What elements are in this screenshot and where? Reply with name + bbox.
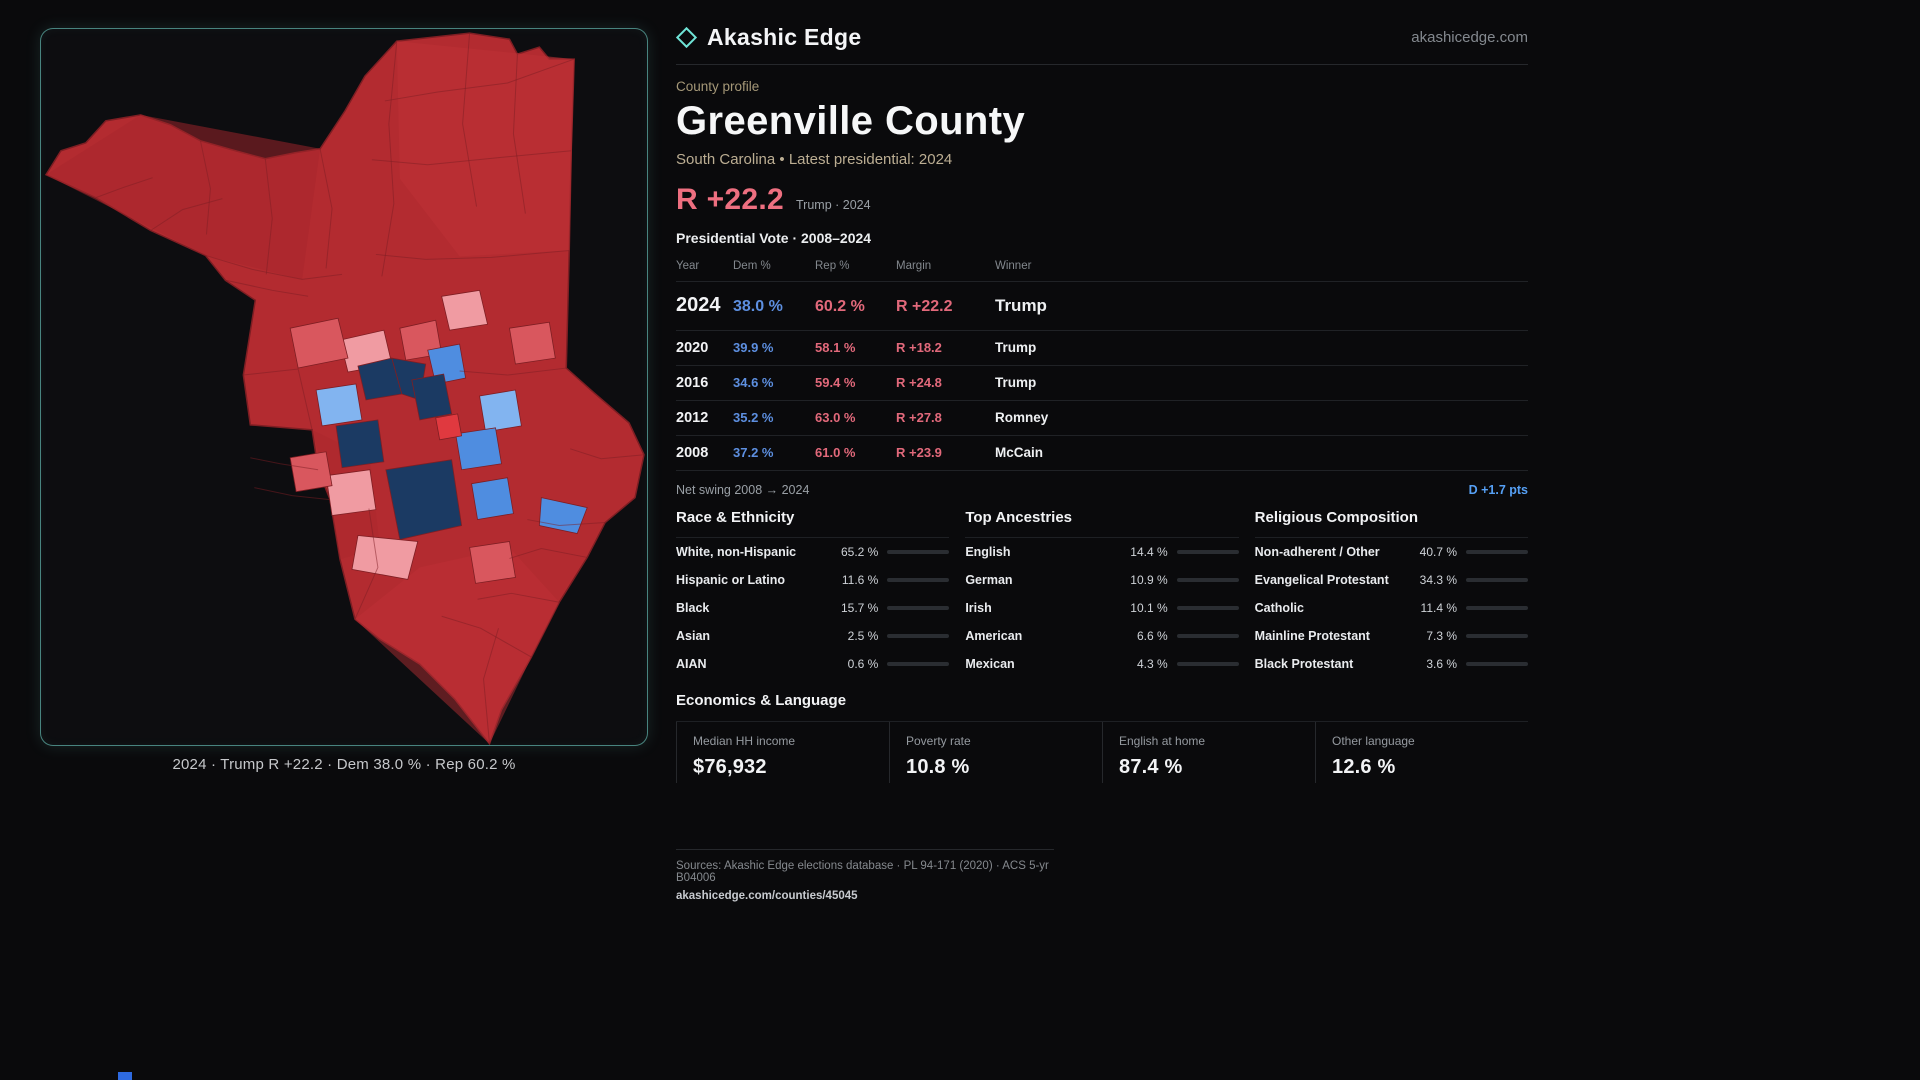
demo-row: Hispanic or Latino 11.6 % bbox=[676, 566, 950, 594]
net-swing-row: Net swing 2008 → 2024 D +1.7 pts bbox=[676, 471, 1528, 497]
demo-row: German 10.9 % bbox=[965, 566, 1239, 594]
mini-bar bbox=[1176, 634, 1239, 638]
county-profile-panel: Akashic Edge akashicedge.com County prof… bbox=[675, 24, 1528, 902]
ancestries-column: Top Ancestries English 14.4 % German 10.… bbox=[965, 509, 1239, 678]
demographics-section: Race & Ethnicity White, non-Hispanic 65.… bbox=[676, 509, 1528, 678]
brand-name: Akashic Edge bbox=[707, 24, 862, 50]
religion-column: Religious Composition Non-adherent / Oth… bbox=[1254, 509, 1528, 678]
margin-headline-note: Trump · 2024 bbox=[796, 198, 871, 212]
race-ethnicity-column: Race & Ethnicity White, non-Hispanic 65.… bbox=[676, 509, 950, 678]
map-caption: 2024 · Trump R +22.2 · Dem 38.0 % · Rep … bbox=[172, 756, 516, 773]
stat-median-income: Median HH income $76,932 bbox=[676, 722, 889, 783]
vote-row-2012: 2012 35.2 % 63.0 % R +27.8 Romney bbox=[676, 401, 1528, 436]
header: Akashic Edge akashicedge.com bbox=[675, 24, 1528, 65]
kicker: County profile bbox=[676, 79, 760, 94]
mini-bar bbox=[887, 606, 950, 610]
mini-bar bbox=[1176, 550, 1239, 554]
col-dem: Dem % bbox=[733, 260, 771, 272]
col-year: Year bbox=[676, 260, 700, 272]
permalink-link[interactable]: akashicedge.com/counties/45045 bbox=[676, 890, 858, 902]
mini-bar bbox=[1176, 606, 1239, 610]
stat-other-language: Other language 12.6 % bbox=[1315, 722, 1528, 783]
economics-title: Economics & Language bbox=[676, 692, 847, 709]
vote-row-2020: 2020 39.9 % 58.1 % R +18.2 Trump bbox=[676, 331, 1528, 366]
sources-note: Sources: Akashic Edge elections database… bbox=[676, 860, 1049, 884]
vote-row-2008: 2008 37.2 % 61.0 % R +23.9 McCain bbox=[676, 436, 1528, 471]
demo-row: White, non-Hispanic 65.2 % bbox=[676, 538, 950, 566]
brand[interactable]: Akashic Edge bbox=[675, 24, 862, 51]
footer: Sources: Akashic Edge elections database… bbox=[676, 849, 1054, 902]
margin-headline-row: R +22.2 Trump · 2024 bbox=[676, 183, 1528, 217]
stat-english-at-home: English at home 87.4 % bbox=[1102, 722, 1315, 783]
county-map-card[interactable] bbox=[40, 28, 648, 746]
vote-table-header: Year Dem % Rep % Margin Winner bbox=[676, 254, 1528, 282]
economics-stats: Median HH income $76,932 Poverty rate 10… bbox=[676, 721, 1528, 783]
mini-bar bbox=[1176, 662, 1239, 666]
mini-bar bbox=[1466, 634, 1528, 638]
diamond-logo-icon bbox=[675, 26, 698, 49]
precincts-red bbox=[45, 41, 575, 744]
demo-row: Evangelical Protestant 34.3 % bbox=[1255, 566, 1528, 594]
mini-bar bbox=[1466, 606, 1528, 610]
bottom-blue-strip bbox=[118, 1072, 132, 1080]
col-margin: Margin bbox=[896, 260, 932, 272]
mini-bar bbox=[887, 578, 950, 582]
margin-headline: R +22.2 bbox=[676, 183, 785, 216]
site-domain-link[interactable]: akashicedge.com bbox=[1411, 29, 1528, 46]
page-subtitle: South Carolina • Latest presidential: 20… bbox=[676, 151, 953, 168]
page-title: Greenville County bbox=[676, 99, 1026, 143]
race-ethnicity-title: Race & Ethnicity bbox=[676, 509, 950, 538]
demo-row: Mainline Protestant 7.3 % bbox=[1255, 622, 1528, 650]
precinct-borders bbox=[95, 33, 645, 744]
demo-row: American 6.6 % bbox=[965, 622, 1239, 650]
mini-bar bbox=[1466, 578, 1528, 582]
mini-bar bbox=[1466, 662, 1528, 666]
vote-row-2016: 2016 34.6 % 59.4 % R +24.8 Trump bbox=[676, 366, 1528, 401]
religion-title: Religious Composition bbox=[1254, 509, 1528, 538]
demo-row: English 14.4 % bbox=[965, 538, 1239, 566]
mini-bar bbox=[1176, 578, 1239, 582]
ancestries-title: Top Ancestries bbox=[965, 509, 1239, 538]
county-choropleth-map[interactable] bbox=[41, 29, 647, 745]
mini-bar bbox=[887, 662, 950, 666]
col-winner: Winner bbox=[995, 260, 1032, 272]
mini-bar bbox=[887, 634, 950, 638]
net-swing-label: Net swing 2008 → 2024 bbox=[676, 483, 810, 497]
demo-row: Asian 2.5 % bbox=[676, 622, 950, 650]
stat-poverty-rate: Poverty rate 10.8 % bbox=[889, 722, 1102, 783]
vote-table-title: Presidential Vote · 2008–2024 bbox=[676, 230, 872, 246]
demo-row: Catholic 11.4 % bbox=[1255, 594, 1528, 622]
net-swing-value: D +1.7 pts bbox=[1468, 483, 1528, 497]
vote-row-2024: 2024 38.0 % 60.2 % R +22.2 Trump bbox=[676, 282, 1528, 331]
col-rep: Rep % bbox=[815, 260, 850, 272]
demo-row: Irish 10.1 % bbox=[965, 594, 1239, 622]
mini-bar bbox=[887, 550, 950, 554]
vote-table: Year Dem % Rep % Margin Winner 2024 38.0… bbox=[676, 254, 1528, 471]
demo-row: Mexican 4.3 % bbox=[965, 650, 1239, 678]
demo-row: Non-adherent / Other 40.7 % bbox=[1255, 538, 1528, 566]
demo-row: Black 15.7 % bbox=[676, 594, 950, 622]
demo-row: Black Protestant 3.6 % bbox=[1255, 650, 1528, 678]
mini-bar bbox=[1466, 550, 1528, 554]
demo-row: AIAN 0.6 % bbox=[676, 650, 950, 678]
